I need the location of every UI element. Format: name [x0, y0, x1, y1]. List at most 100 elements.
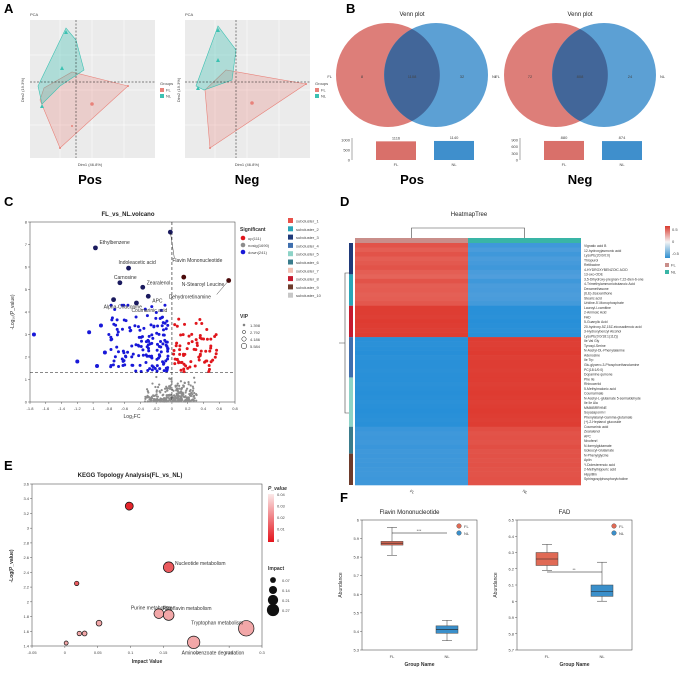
heatmap-cell-nl	[468, 390, 581, 396]
kegg-frame	[31, 483, 263, 647]
venn-bar	[376, 141, 416, 160]
kegg-ytick: 2.6	[23, 555, 29, 560]
volcano-point-down	[148, 367, 152, 371]
kegg-point	[95, 619, 103, 627]
box-sig-label: ***	[417, 528, 422, 533]
venn-bar-ytick: 900	[511, 138, 518, 143]
heatmap-cell-nl	[468, 399, 581, 405]
heatmap-cell-nl	[468, 319, 581, 324]
volcano-point-up	[177, 361, 181, 365]
heatmap-cell-fl	[355, 323, 468, 329]
volcano-point-up	[195, 344, 199, 348]
heatmap-cell-fl	[355, 390, 468, 396]
venn-bar-name: FL	[394, 162, 399, 167]
volcano-point-down	[160, 324, 164, 328]
heatmap-legend-fl: FL	[671, 263, 676, 268]
heatmap-cell-fl	[355, 467, 468, 472]
venn-bar-ytick: 300	[511, 151, 518, 156]
volcano-point-down	[114, 323, 118, 327]
volcano-point-nosig	[164, 397, 168, 401]
volcano-point-nosig	[184, 391, 187, 394]
volcano-point-nosig	[189, 388, 192, 392]
volcano-point-nosig	[176, 382, 179, 385]
volcano-point-up	[187, 334, 191, 338]
box-ytick: 6.3	[508, 550, 514, 555]
pca-pos-fl-hull	[39, 71, 129, 149]
volcano-xtick: -0.2	[153, 406, 161, 411]
heatmap-subcluster-swatch	[288, 226, 293, 232]
volcano-point-down	[137, 335, 141, 339]
kegg-impact-label: 0.14	[282, 588, 291, 593]
volcano-annotation-label: Flavin Mononucleotide	[172, 258, 222, 264]
heatmap-scale-tick: 0	[672, 239, 675, 244]
box-ylabel: Abundance	[338, 572, 344, 598]
volcano-point-nosig	[179, 380, 183, 383]
volcano-point-down	[107, 333, 111, 337]
heatmap-row-label: FAD	[584, 315, 591, 319]
venn-bar-value: 880	[561, 135, 568, 140]
heatmap-cell-fl	[355, 337, 468, 342]
heatmap-cell-nl	[468, 471, 581, 477]
heatmap-row-label: Zearalenol	[584, 430, 600, 434]
kegg-point	[81, 630, 88, 637]
pca-neg-xlabel: Dim1 (46.8%)	[235, 162, 260, 167]
volcano-point-down	[110, 316, 114, 320]
heatmap-cell-nl	[468, 260, 581, 266]
panel-letter-b: B	[346, 1, 355, 16]
volcano-point-up	[213, 355, 217, 359]
volcano-point-nosig	[152, 398, 156, 401]
volcano-point-down	[113, 307, 117, 311]
pca-pos-plot: PCA Groups FL NL Dim1 (46.8%) Dim2 (19.3…	[20, 12, 173, 187]
volcano-point-nosig	[175, 392, 178, 395]
volcano-point-nosig	[184, 400, 187, 403]
kegg-point	[163, 561, 175, 573]
heatmap-row-label: LysoPE(0:0/18:1(11Z))	[584, 334, 618, 338]
heatmap-cell-nl	[468, 247, 581, 253]
volcano-legend-dot	[240, 249, 246, 255]
box-ytick: 5.9	[353, 536, 359, 541]
heatmap-row-label: 2-Methylhippuric acid	[584, 468, 616, 472]
volcano-point-up	[183, 322, 187, 326]
volcano-point-down	[150, 364, 154, 368]
volcano-ytick: 1	[25, 377, 28, 382]
heatmap-legend-fl-swatch	[665, 263, 669, 267]
volcano-point-up	[185, 347, 189, 351]
heatmap-cell-fl	[355, 314, 468, 320]
volcano-ytick: 3	[25, 332, 28, 337]
volcano-point-down	[161, 328, 165, 332]
heatmap-cell-nl	[468, 256, 581, 262]
kegg-p-legend: 0.04 0.03 0.02 0.01 0	[268, 492, 286, 543]
volcano-point-up	[189, 360, 193, 364]
volcano-point-up	[179, 368, 183, 372]
volcano-legend-label: nosig(1690)	[248, 243, 270, 248]
volcano-point-nosig	[166, 396, 170, 399]
volcano-point-down	[165, 319, 169, 323]
heatmap-cell-fl	[355, 462, 468, 468]
kegg-point	[74, 580, 80, 586]
volcano-point-up	[198, 333, 202, 337]
heatmap-cell-fl	[355, 458, 468, 463]
volcano-annotated-point	[134, 300, 139, 306]
volcano-point-nosig	[179, 395, 182, 398]
heatmap-subcluster-swatch	[288, 242, 293, 248]
volcano-point-nosig	[178, 384, 181, 387]
heatmap-marks: Vignatic acid B12-hydroxyjasmonic acidLy…	[288, 218, 680, 496]
heatmap-cell-nl	[468, 444, 581, 450]
heatmap-cell-fl	[355, 417, 468, 423]
volcano-annotation-label: APC	[152, 298, 163, 304]
volcano-point-nosig	[192, 387, 195, 390]
box-ytick: 5.8	[353, 555, 359, 560]
box-xtick: NL	[599, 654, 605, 659]
volcano-point-down	[150, 333, 154, 337]
volcano-point-up	[181, 333, 185, 337]
kegg-ytick: 2.8	[23, 540, 29, 545]
heatmap-row-label: Phenylalanyl-Gamma-glutamate	[584, 415, 633, 419]
volcano-point-nosig	[178, 387, 181, 390]
heatmap-subcluster-swatch	[288, 292, 293, 298]
heatmap-cell-nl	[468, 283, 581, 289]
heatmap-cell-fl	[355, 422, 468, 428]
volcano-point-down	[143, 307, 147, 311]
heatmap-cell-nl	[468, 359, 581, 365]
volcano-point-down	[156, 324, 160, 328]
